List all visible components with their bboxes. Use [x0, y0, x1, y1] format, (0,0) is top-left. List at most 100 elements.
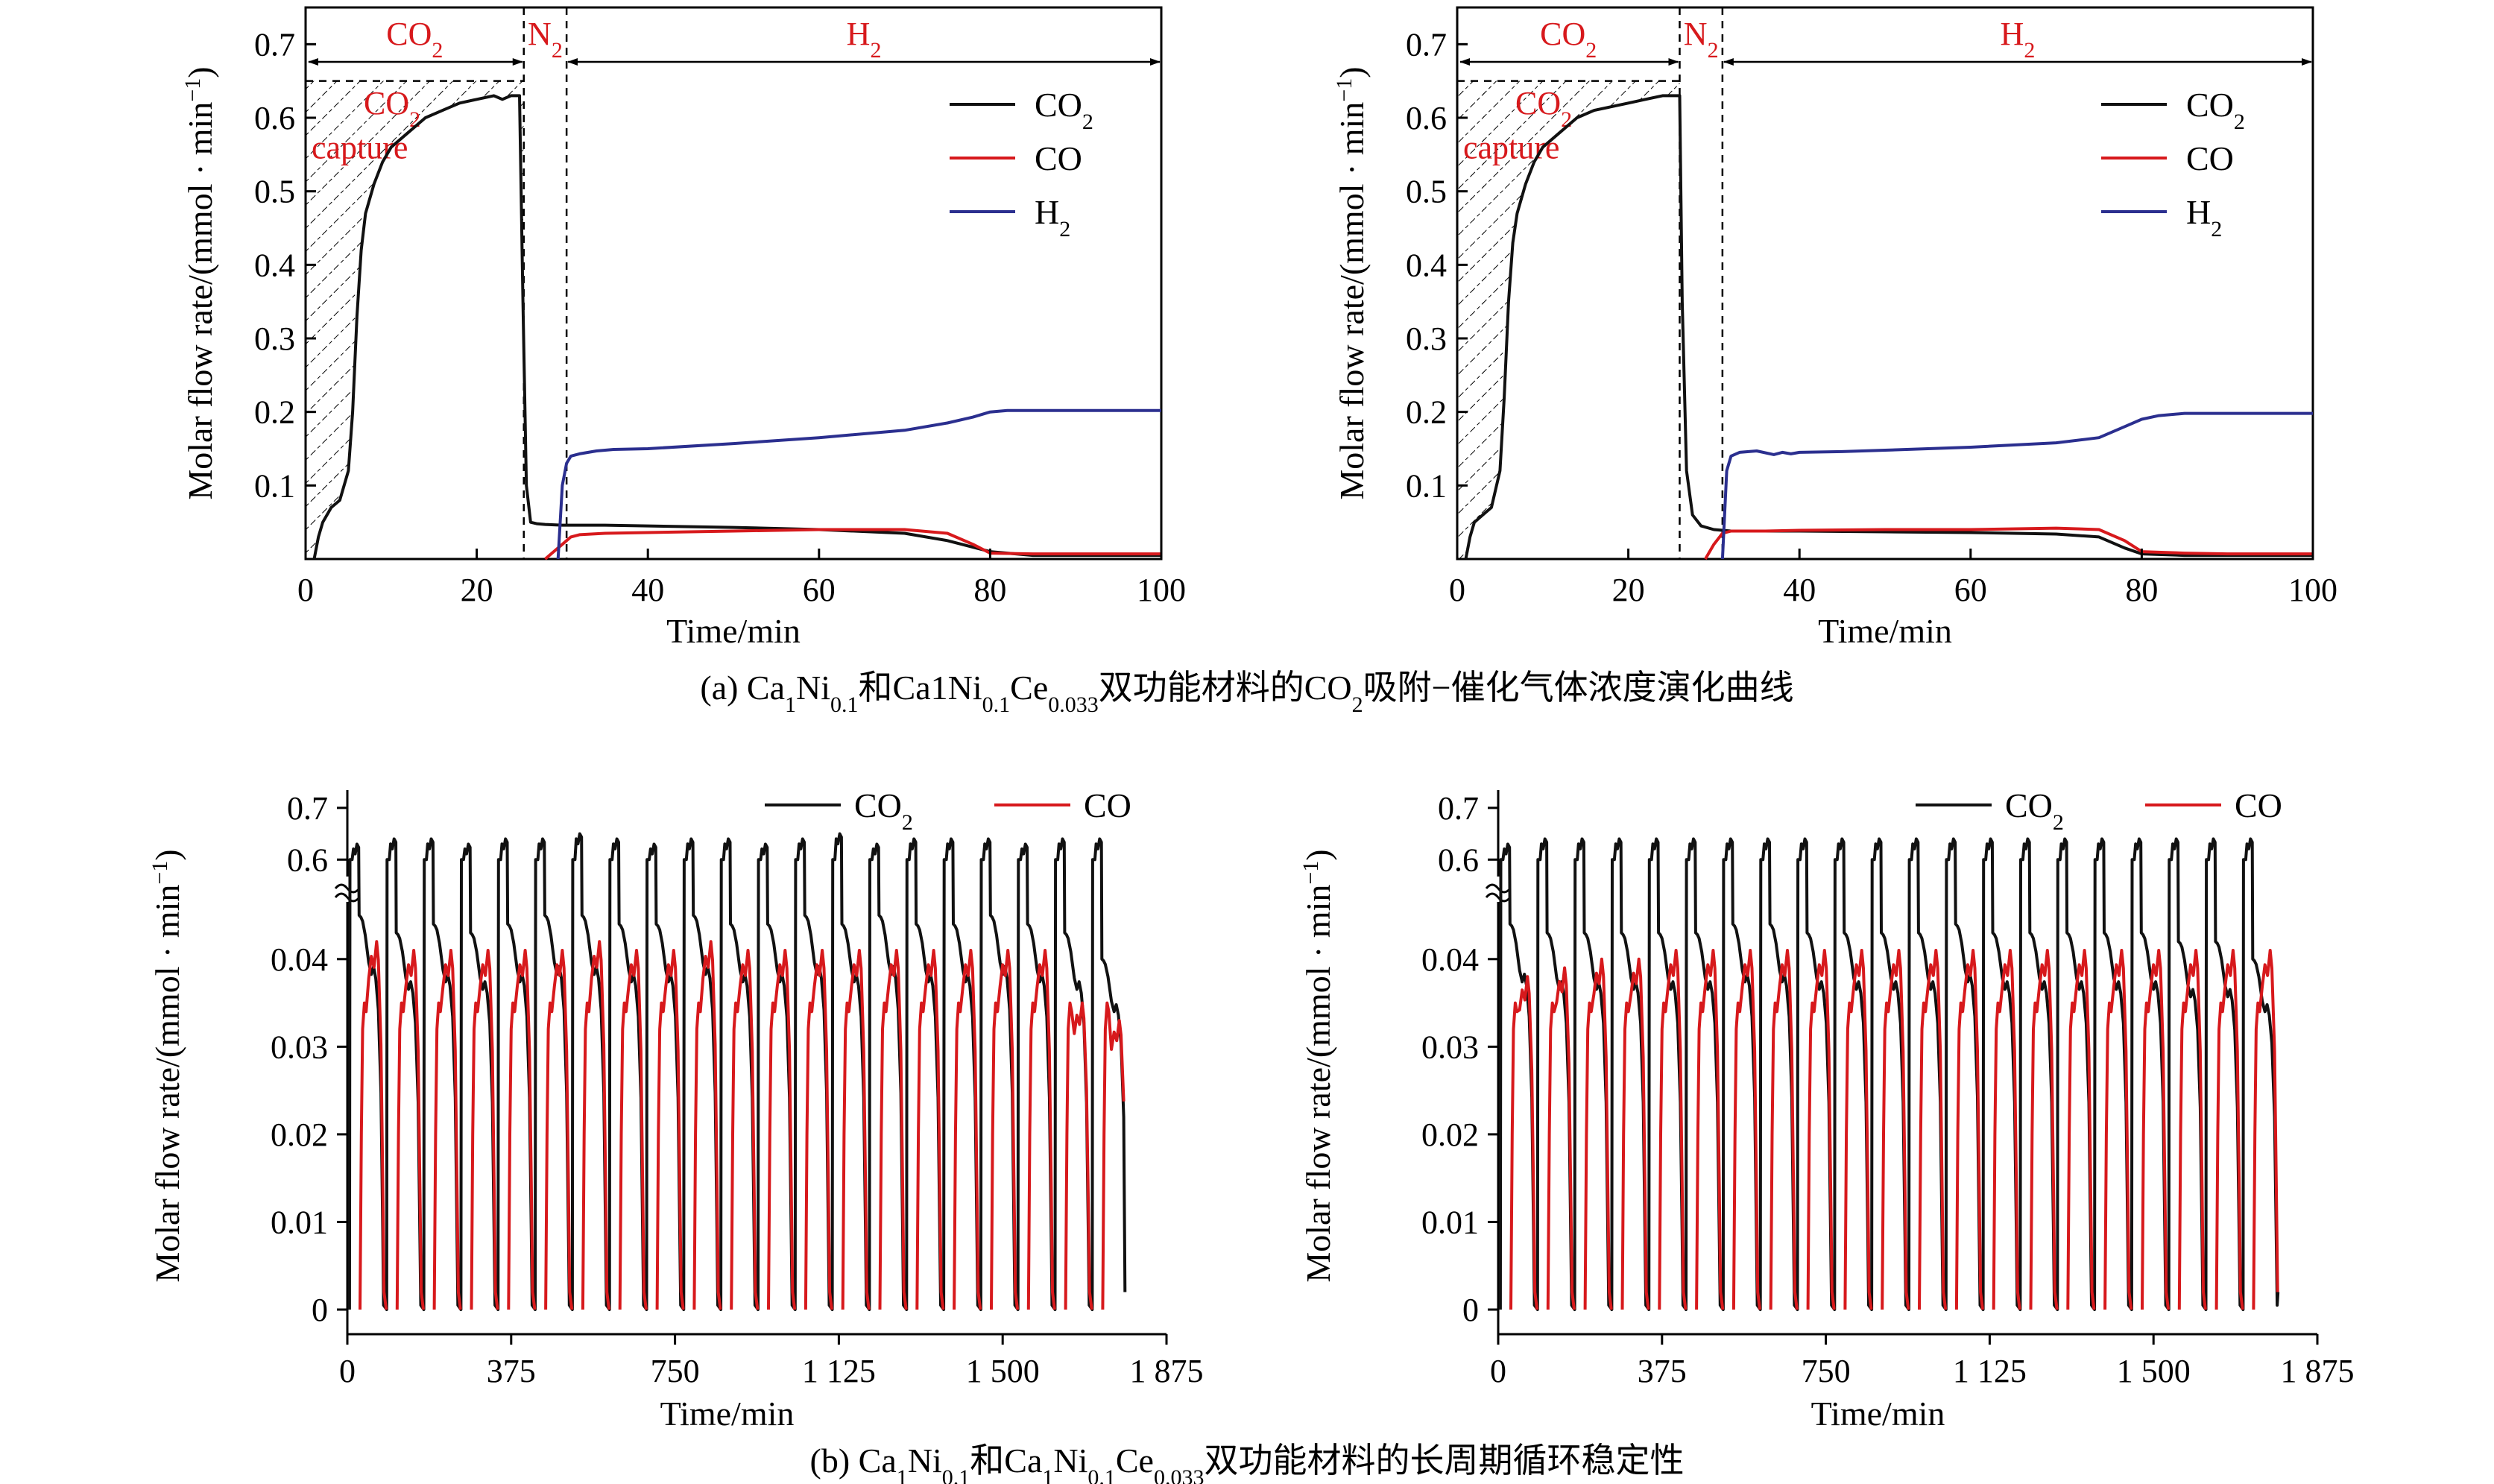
y-tick-label: 0.01: [271, 1204, 328, 1240]
legend-label-co: CO: [1084, 786, 1131, 824]
y-tick-label: 0.2: [254, 394, 295, 431]
y-tick-label: 0.6: [254, 100, 295, 136]
axis-break-mark: [1485, 883, 1512, 903]
x-tick-label: 20: [1612, 572, 1645, 608]
x-axis-title: Time/min: [660, 1395, 795, 1433]
y-axis-title: Molar flow rate/(mmol · min−1): [148, 849, 187, 1282]
legend-label-h2: H2: [1035, 193, 1070, 241]
capture-hatch: [331, 80, 524, 508]
legend-label-co2: CO2: [2005, 786, 2064, 835]
capture-hatch-left: [306, 80, 333, 559]
phase-label-co2: CO2: [386, 16, 443, 63]
series-h2: [556, 408, 1161, 560]
capture-hatch-left: [1457, 80, 1485, 559]
x-tick-label: 375: [1638, 1353, 1687, 1389]
capture-label-line2: capture: [1463, 129, 1559, 165]
x-tick-label: 80: [973, 572, 1006, 608]
y-tick-label: 0.6: [1406, 100, 1447, 136]
axis-break-mark: [334, 883, 361, 903]
capture-hatch: [1483, 80, 1680, 515]
phase-label-h2: H2: [2001, 16, 2036, 63]
x-tick-label: 0: [1490, 1353, 1506, 1389]
legend-label-co2: CO2: [2186, 86, 2245, 134]
x-tick-label: 40: [1783, 572, 1816, 608]
y-tick-label: 0.5: [254, 174, 295, 210]
x-tick-label: 1 500: [2117, 1353, 2191, 1389]
x-tick-label: 60: [803, 572, 836, 608]
capture-label-line1: CO2: [1515, 85, 1572, 132]
y-tick-label: 0.04: [271, 941, 328, 978]
series-co2: [347, 832, 1127, 1311]
x-tick-label: 1 875: [2281, 1353, 2355, 1389]
series-h2: [1720, 411, 2313, 560]
phase-label-co2: CO2: [1540, 16, 1597, 63]
y-tick-label: 0.1: [254, 467, 295, 504]
y-tick-label: 0.3: [1406, 321, 1447, 357]
y-tick-label: 0.2: [1406, 394, 1447, 431]
y-tick-label: 0.7: [287, 790, 328, 827]
legend-label-co2: CO2: [854, 786, 913, 835]
x-tick-label: 0: [297, 572, 314, 608]
x-tick-label: 750: [651, 1353, 700, 1389]
series-co2: [312, 94, 1161, 560]
caption-a: (a) Ca1Ni0.1和Ca1Ni0.1Ce0.033双功能材料的CO2吸附−…: [700, 669, 1793, 717]
series-co: [359, 940, 1126, 1310]
legend-label-co2: CO2: [1035, 86, 1093, 134]
x-tick-label: 20: [461, 572, 493, 608]
y-tick-label: 0.6: [1438, 842, 1479, 878]
x-tick-label: 1 125: [802, 1353, 876, 1389]
chart-a-left: CO2 N2 H2 CO2 capture 0 20 40 60 80 100 0.1 0.2 0.3 0.…: [180, 6, 1186, 650]
y-axis-title: Molar flow rate/(mmol · min−1): [180, 66, 220, 499]
x-tick-label: 1 500: [966, 1353, 1040, 1389]
x-tick-label: 100: [2288, 572, 2337, 608]
x-axis-title: Time/min: [666, 612, 801, 650]
series-co: [544, 528, 1161, 561]
x-tick-label: 60: [1954, 572, 1987, 608]
y-tick-label: 0.7: [1406, 26, 1447, 63]
y-tick-label: 0.7: [254, 26, 295, 63]
capture-label-line2: capture: [312, 129, 408, 165]
chart-b-left: 0 375 750 1 125 1 500 1 875 0 0.01 0.02 0.03 0.04 0…: [148, 786, 1204, 1433]
legend-label-co: CO: [1035, 139, 1082, 177]
series-co2: [1464, 94, 2313, 560]
series-co: [1509, 949, 2279, 1310]
x-tick-label: 375: [487, 1353, 536, 1389]
y-tick-label: 0: [1462, 1292, 1479, 1328]
x-tick-label: 40: [631, 572, 664, 608]
y-tick-label: 0.5: [1406, 174, 1447, 210]
y-tick-label: 0.7: [1438, 790, 1479, 827]
y-axis-title: Molar flow rate/(mmol · min−1): [1298, 849, 1338, 1282]
y-tick-label: 0.1: [1406, 467, 1447, 504]
y-tick-label: 0: [312, 1292, 328, 1328]
y-tick-label: 0.01: [1421, 1204, 1479, 1240]
series-co: [1704, 526, 2313, 561]
series-co2: [1498, 837, 2280, 1311]
x-tick-label: 1 875: [1130, 1353, 1204, 1389]
legend-label-co: CO: [2235, 786, 2282, 824]
x-axis-title: Time/min: [1811, 1395, 1945, 1433]
y-tick-label: 0.02: [1421, 1117, 1479, 1153]
x-tick-label: 750: [1802, 1353, 1851, 1389]
x-tick-label: 0: [339, 1353, 356, 1389]
phase-label-h2: H2: [847, 16, 882, 63]
legend-label-co: CO: [2186, 139, 2234, 177]
x-axis-title: Time/min: [1818, 612, 1952, 650]
y-tick-label: 0.3: [254, 321, 295, 357]
caption-b: (b) Ca1Ni0.1和Ca1Ni0.1Ce0.033双功能材料的长周期循环稳…: [810, 1442, 1685, 1484]
y-tick-label: 0.4: [254, 247, 295, 283]
y-tick-label: 0.04: [1421, 941, 1479, 978]
y-tick-label: 0.6: [287, 842, 328, 878]
legend-label-h2: H2: [2186, 193, 2222, 241]
phase-label-n2: N2: [528, 16, 563, 63]
phase-label-n2: N2: [1684, 16, 1719, 63]
x-tick-label: 0: [1449, 572, 1465, 608]
y-tick-label: 0.03: [1421, 1029, 1479, 1065]
chart-b-right: 0 375 750 1 125 1 500 1 875 0 0.01 0.02 0.03 0.04 0…: [1298, 786, 2355, 1433]
y-tick-label: 0.4: [1406, 247, 1447, 283]
y-tick-label: 0.02: [271, 1117, 328, 1153]
x-tick-label: 80: [2125, 572, 2158, 608]
y-axis-title: Molar flow rate/(mmol · min−1): [1332, 66, 1371, 499]
x-tick-label: 1 125: [1953, 1353, 2027, 1389]
